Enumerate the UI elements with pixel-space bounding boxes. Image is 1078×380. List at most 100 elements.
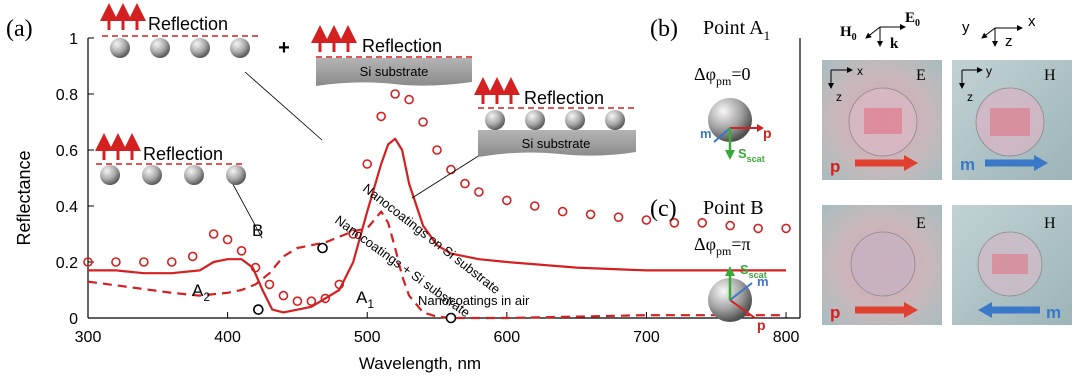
p-label: p xyxy=(763,125,772,141)
marker-point-a2 xyxy=(253,304,264,315)
m-label: m xyxy=(700,126,712,141)
coord-system-xyz: y x z xyxy=(962,13,1036,50)
series-point-on-si xyxy=(502,195,512,206)
axis-x-label: x xyxy=(1028,13,1036,30)
chart-series xyxy=(83,89,791,320)
sphere-icon xyxy=(110,38,130,58)
series-line-in-air xyxy=(87,210,787,320)
sphere-icon xyxy=(605,110,625,130)
x-ticks: 300 400 500 600 700 800 xyxy=(75,312,799,346)
y-tick-label: 0 xyxy=(69,311,78,328)
substrate-label: Si substrate xyxy=(360,64,429,79)
p-arrowhead xyxy=(757,124,764,132)
series-point-on-si xyxy=(613,212,624,222)
y-tick-label: 0.4 xyxy=(56,199,78,216)
y-tick-label: 0.6 xyxy=(56,143,78,160)
inset-nanocoating-top: Reflection xyxy=(100,3,258,58)
y-axis-label: Reflectance xyxy=(14,150,34,245)
field-hotspot xyxy=(992,254,1028,274)
sphere-icon xyxy=(142,165,162,185)
series-point-on-si xyxy=(781,223,791,234)
sphere-icon xyxy=(230,38,250,58)
series-point-on-si xyxy=(474,187,484,197)
sphere-icon xyxy=(226,165,246,185)
series-point-on-si xyxy=(432,145,442,155)
sphere-icon xyxy=(485,110,505,130)
point-a1-label: A1 xyxy=(356,288,374,311)
inset-nanocoating-left: Reflection xyxy=(95,133,246,185)
series-point-on-si xyxy=(404,94,414,105)
m-dipole-arrow xyxy=(713,127,731,143)
nanoparticle-sphere xyxy=(708,98,752,142)
series-point-on-si xyxy=(529,201,540,211)
y-ticks: 0 0.2 0.4 0.6 0.8 1 xyxy=(56,31,94,328)
map-h-label: H xyxy=(1044,67,1056,84)
series-point-on-si xyxy=(446,164,456,175)
panel-b-label: (b) xyxy=(650,16,678,42)
point-b-title: Point B xyxy=(703,197,764,219)
map-m-label: m xyxy=(960,155,975,174)
p-arrowhead-map xyxy=(904,155,918,171)
map-e-label: E xyxy=(916,67,926,84)
sphere-icon xyxy=(150,38,170,58)
plus-sign: + xyxy=(278,37,290,59)
point-a2-label: A2 xyxy=(192,281,210,304)
leader-line-1 xyxy=(244,71,323,141)
phase-zero: Δφpm=0 xyxy=(694,64,750,88)
series-point-on-si xyxy=(236,246,247,256)
marker-point-a1 xyxy=(445,312,457,324)
sphere-icon xyxy=(100,165,120,185)
map-x-label: x xyxy=(857,64,863,78)
series-point-on-si xyxy=(139,257,149,267)
x-tick-label: 700 xyxy=(633,329,660,346)
dipole-diagram-c: Sscat m p xyxy=(708,262,769,333)
y-tick-label: 1 xyxy=(69,31,78,48)
series-point-on-si xyxy=(753,223,763,234)
series-point-on-si xyxy=(83,257,93,267)
axis-y-label: y xyxy=(962,19,970,36)
point-a1-title: Point A1 xyxy=(703,17,770,43)
series-point-on-si xyxy=(278,290,289,301)
map-m-label: m xyxy=(1046,303,1061,322)
field-hotspot xyxy=(864,108,902,134)
map-y-label: y xyxy=(986,64,992,78)
inset-substrate: Reflection Si substrate xyxy=(311,25,472,86)
inset-reflection-label-3: Reflection xyxy=(524,88,604,108)
series-line-plus-si xyxy=(88,137,787,314)
panel-a-label: (a) xyxy=(6,16,33,42)
series-point-on-si xyxy=(725,220,735,231)
series-point-on-si xyxy=(187,251,198,262)
series-point-on-si xyxy=(320,293,331,304)
s-scat-label: Sscat xyxy=(738,146,765,164)
p-label: p xyxy=(757,317,766,333)
x-tick-label: 400 xyxy=(214,329,241,346)
series-point-on-si xyxy=(585,209,596,220)
substrate-label: Si substrate xyxy=(522,136,591,151)
y-tick-label: 0.2 xyxy=(56,255,78,272)
x-tick-label: 300 xyxy=(75,329,102,346)
m-arrowhead-map xyxy=(1034,155,1048,171)
m-dipole-arrow xyxy=(729,282,753,301)
chart-points xyxy=(253,242,457,324)
annotation-in-air: Nanocoatings in air xyxy=(418,293,530,308)
series-point-on-si xyxy=(348,229,359,239)
field-map-h-b: y z H m xyxy=(952,60,1072,180)
leader-line-3 xyxy=(411,154,481,199)
map-z-label: z xyxy=(836,90,842,104)
inset-nanocoating-on-substrate: Reflection Si substrate xyxy=(474,77,636,157)
marker-point-b xyxy=(317,242,328,254)
k-label: k xyxy=(890,36,899,52)
coord-system-field: H0 E0 k xyxy=(840,10,920,52)
map-p-label: p xyxy=(830,157,840,176)
leader-line-2 xyxy=(227,174,263,239)
series-point-on-si xyxy=(460,178,470,189)
phase-pi: Δφpm=π xyxy=(694,234,751,258)
s-scat-arrowhead xyxy=(725,150,735,160)
h0-label: H0 xyxy=(840,24,857,43)
reflection-arrows-icon xyxy=(474,77,520,104)
substrate-block xyxy=(316,58,472,86)
sphere-icon xyxy=(525,110,545,130)
series-point-on-si xyxy=(641,215,652,225)
s-scat-arrowhead xyxy=(725,266,735,276)
